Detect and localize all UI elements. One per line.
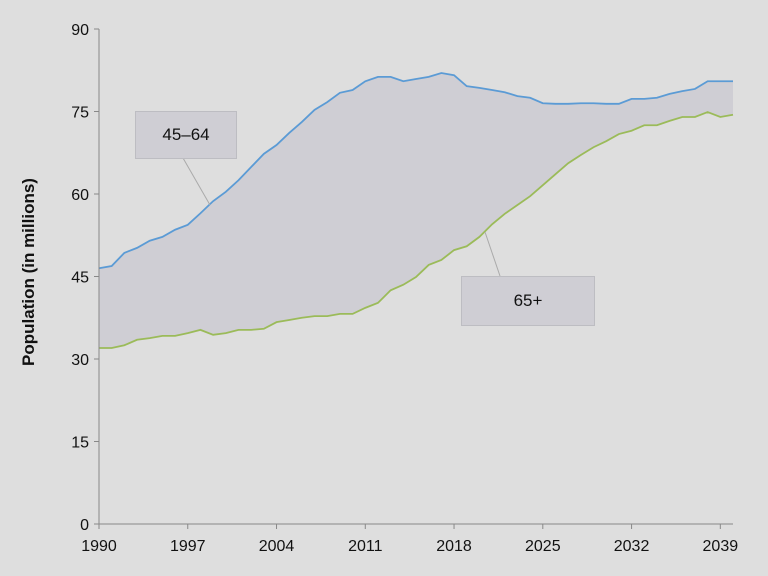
y-axis-label: Population (in millions): [19, 178, 38, 366]
x-tick-label: 2032: [614, 538, 650, 555]
annotation-leader-45-64: [182, 157, 211, 206]
y-tick-label: 15: [71, 435, 89, 452]
x-tick-label: 1990: [81, 538, 117, 555]
annotation-45-64: 45–64: [135, 111, 237, 159]
y-tick-label: 60: [71, 187, 89, 204]
x-tick-label: 2011: [348, 538, 383, 555]
x-tick-label: 2039: [703, 538, 739, 555]
y-tick-label: 30: [71, 352, 89, 369]
x-tick-label: 2004: [259, 538, 295, 555]
y-tick-label: 75: [71, 105, 89, 122]
annotation-65plus: 65+: [461, 276, 595, 326]
y-tick-label: 90: [71, 22, 89, 39]
series-line-65plus: [99, 111, 734, 349]
y-tick-label: 0: [80, 517, 89, 534]
x-tick-label: 2018: [436, 538, 472, 555]
annotation-leader-65plus: [484, 231, 501, 277]
series-line-45-64: [98, 72, 733, 270]
x-tick-label: 2025: [525, 538, 561, 555]
x-tick-label: 1997: [170, 538, 206, 555]
y-tick-label: 45: [71, 270, 89, 287]
band-area: [99, 73, 733, 348]
